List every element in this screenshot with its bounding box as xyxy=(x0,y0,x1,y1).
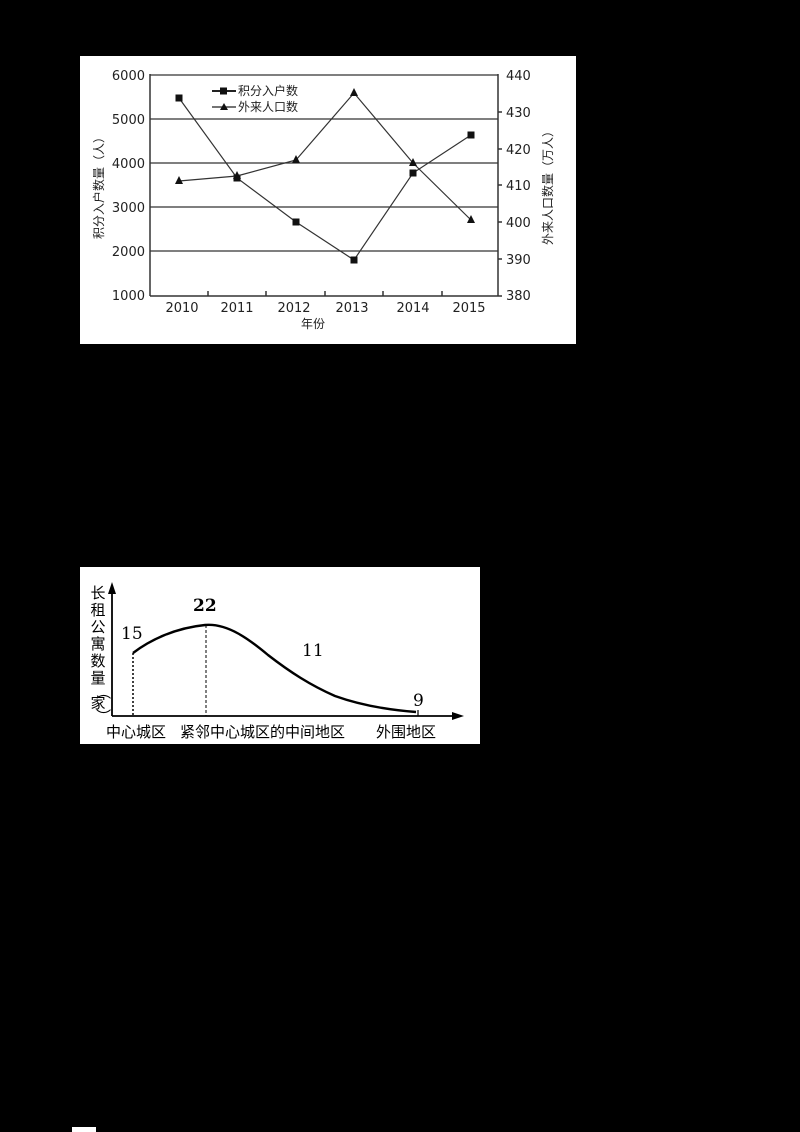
line-chart-svg: 6000 5000 4000 3000 2000 1000 440 430 42… xyxy=(91,69,555,331)
legend-label: 积分入户数 xyxy=(238,83,298,98)
svg-text:公: 公 xyxy=(90,618,105,636)
left-axis-label: 积分入户数量（人） xyxy=(91,131,106,239)
ytick: 4000 xyxy=(112,157,145,172)
ytick: 2000 xyxy=(112,245,145,260)
value-label: 15 xyxy=(121,624,143,644)
curve-chart-svg: 15 22 11 9 长 租 公 寓 数 量 （ 家 ） 中心城区 紧邻中心城区… xyxy=(90,582,464,741)
x-axis-ticks: 2010 2011 2012 2013 2014 2015 xyxy=(165,301,485,316)
legend-triangle-icon xyxy=(220,103,228,110)
y2tick: 420 xyxy=(506,143,531,158)
chart-integration-vs-migrant-population: 6000 5000 4000 3000 2000 1000 440 430 42… xyxy=(80,56,576,344)
xtick: 2012 xyxy=(277,301,310,316)
series-migrant-population xyxy=(175,88,475,223)
svg-text:家: 家 xyxy=(90,694,105,712)
y2tick: 380 xyxy=(506,289,531,304)
svg-text:长: 长 xyxy=(90,584,105,602)
xtick: 2013 xyxy=(335,301,368,316)
x-axis-arrow-icon xyxy=(452,712,464,720)
axes xyxy=(111,590,455,717)
y2tick: 390 xyxy=(506,253,531,268)
right-axis-ticks: 440 430 420 410 400 390 380 xyxy=(506,69,531,304)
right-axis-label: 外来人口数量（万人） xyxy=(540,125,555,245)
triangle-marker xyxy=(350,88,358,96)
ytick: 3000 xyxy=(112,201,145,216)
legend: 积分入户数 外来人口数 xyxy=(212,83,298,114)
square-marker xyxy=(175,94,183,102)
x-axis-label: 年份 xyxy=(301,317,325,331)
page-corner-mark xyxy=(72,1127,96,1132)
xtick: 2015 xyxy=(452,301,485,316)
triangle-marker xyxy=(409,158,417,166)
svg-text:量: 量 xyxy=(90,669,105,687)
ytick: 6000 xyxy=(112,69,145,84)
gridlines xyxy=(150,74,498,252)
triangle-marker xyxy=(467,215,475,223)
xtick: 2011 xyxy=(220,301,253,316)
svg-text:（: （ xyxy=(94,684,112,699)
apartment-count-curve xyxy=(132,623,417,714)
triangle-marker xyxy=(233,171,241,179)
y2tick: 410 xyxy=(506,179,531,194)
value-label: 11 xyxy=(302,641,324,661)
y2tick: 440 xyxy=(506,69,531,84)
ytick: 5000 xyxy=(112,113,145,128)
y2tick: 400 xyxy=(506,216,531,231)
legend-label: 外来人口数 xyxy=(238,99,298,114)
left-axis-ticks: 6000 5000 4000 3000 2000 1000 xyxy=(112,69,145,304)
xtick: 2010 xyxy=(165,301,198,316)
square-marker xyxy=(292,218,300,226)
xtick: 2014 xyxy=(396,301,429,316)
value-label: 9 xyxy=(413,691,424,711)
square-marker xyxy=(350,256,358,264)
x-category: 紧邻中心城区的中间地区 xyxy=(180,723,345,741)
value-label: 22 xyxy=(193,596,217,616)
chart-long-rent-apartments: 15 22 11 9 长 租 公 寓 数 量 （ 家 ） 中心城区 紧邻中心城区… xyxy=(80,567,480,744)
square-marker xyxy=(409,169,417,177)
triangle-marker xyxy=(292,155,300,163)
x-category: 中心城区 xyxy=(106,723,166,741)
y-axis-label: 长 租 公 寓 数 量 （ 家 ） xyxy=(90,584,112,724)
svg-text:数: 数 xyxy=(90,652,105,670)
axes xyxy=(149,74,502,297)
svg-text:）: ） xyxy=(94,708,112,723)
square-marker xyxy=(467,131,475,139)
svg-text:租: 租 xyxy=(90,601,105,619)
y2tick: 430 xyxy=(506,106,531,121)
legend-square-icon xyxy=(220,87,227,95)
triangle-marker xyxy=(175,176,183,184)
x-category: 外围地区 xyxy=(376,723,436,741)
svg-text:寓: 寓 xyxy=(90,635,105,653)
ytick: 1000 xyxy=(112,289,145,304)
y-axis-arrow-icon xyxy=(108,582,116,594)
